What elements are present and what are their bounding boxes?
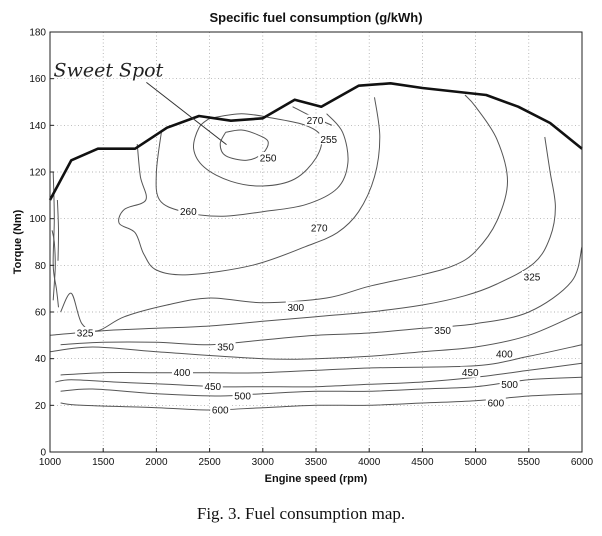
y-tick-label: 60 xyxy=(35,308,47,319)
x-tick-label: 1000 xyxy=(39,457,62,468)
contour-label-270: 270 xyxy=(311,224,328,235)
contour-label-500: 500 xyxy=(501,380,518,391)
contour-line-350 xyxy=(60,246,583,346)
contour-label-450: 450 xyxy=(204,382,221,393)
x-tick-label: 6000 xyxy=(571,457,594,468)
contour-line-400 xyxy=(60,344,583,376)
y-tick-label: 80 xyxy=(35,261,47,272)
contour-label-350: 350 xyxy=(217,343,234,354)
contour-label-bg xyxy=(309,222,330,233)
sweet-spot-annotation: Sweet Spot xyxy=(54,59,164,81)
contour-line-270 xyxy=(118,97,381,276)
contour-line-low-speed xyxy=(51,230,56,301)
x-tick-label: 2500 xyxy=(198,457,221,468)
y-tick-label: 20 xyxy=(35,401,47,412)
contour-line-325 xyxy=(49,136,556,336)
contour-label-bg xyxy=(210,404,231,415)
contour-label-400: 400 xyxy=(496,350,513,361)
contour-label-250: 250 xyxy=(260,154,277,165)
x-tick-label: 2000 xyxy=(145,457,168,468)
y-tick-label: 140 xyxy=(29,121,46,132)
contour-label-bg xyxy=(215,341,236,352)
contour-label-255: 255 xyxy=(320,135,337,146)
contour-label-bg xyxy=(171,366,192,378)
contour-label-270: 270 xyxy=(307,116,324,127)
contour-line-255 xyxy=(192,113,323,187)
contour-label-bg xyxy=(494,348,515,359)
contour-line-500 xyxy=(60,376,583,397)
contour-label-325: 325 xyxy=(77,329,94,340)
sweet-spot-pointer xyxy=(146,81,227,146)
contour-label-325: 325 xyxy=(524,273,541,284)
contour-label-bg xyxy=(432,324,453,336)
y-tick-label: 40 xyxy=(35,354,47,365)
y-axis-label: Torque (Nm) xyxy=(12,209,24,274)
contour-label-bg xyxy=(304,114,325,126)
contour-label-600: 600 xyxy=(212,406,229,417)
contour-label-500: 500 xyxy=(234,392,251,403)
x-tick-label: 4500 xyxy=(411,457,434,468)
y-tick-label: 120 xyxy=(29,168,46,179)
contour-label-600: 600 xyxy=(487,399,504,410)
contour-label-450: 450 xyxy=(462,368,479,379)
contour-label-260: 260 xyxy=(180,207,197,218)
x-tick-label: 5500 xyxy=(518,457,541,468)
contour-label-300: 300 xyxy=(287,303,304,314)
contour-label-bg xyxy=(485,397,506,408)
contour-label-bg xyxy=(75,327,96,338)
x-tick-label: 3500 xyxy=(305,457,328,468)
max-torque-curve xyxy=(48,82,583,201)
x-axis-label: Engine speed (rpm) xyxy=(265,473,368,485)
x-tick-label: 3000 xyxy=(252,457,275,468)
contour-label-bg xyxy=(460,366,481,378)
contour-label-bg xyxy=(285,301,306,313)
contour-label-bg xyxy=(499,378,520,390)
chart-title: Specific fuel consumption (g/kWh) xyxy=(209,10,422,25)
contour-label-bg xyxy=(318,133,339,145)
contour-label-bg xyxy=(178,205,199,217)
x-tick-label: 5000 xyxy=(464,457,487,468)
y-tick-label: 0 xyxy=(40,448,46,459)
x-tick-label: 4000 xyxy=(358,457,381,468)
contour-label-400: 400 xyxy=(174,368,191,379)
contour-line-400 xyxy=(49,311,583,360)
y-tick-label: 100 xyxy=(29,214,46,225)
contour-label-350: 350 xyxy=(434,326,451,337)
contour-line-low-speed xyxy=(56,199,60,261)
y-tick-label: 180 xyxy=(29,28,46,39)
contour-label-bg xyxy=(202,380,223,392)
figure-caption: Fig. 3. Fuel consumption map. xyxy=(196,504,406,523)
fuel-consumption-chart: 2502552602702703003253504004004505006006… xyxy=(12,10,594,485)
contour-label-bg xyxy=(521,271,542,282)
contour-line-260 xyxy=(155,113,349,217)
contour-label-bg xyxy=(258,152,279,163)
contour-label-bg xyxy=(232,390,253,401)
y-tick-label: 160 xyxy=(29,74,46,85)
x-tick-label: 1500 xyxy=(92,457,115,468)
